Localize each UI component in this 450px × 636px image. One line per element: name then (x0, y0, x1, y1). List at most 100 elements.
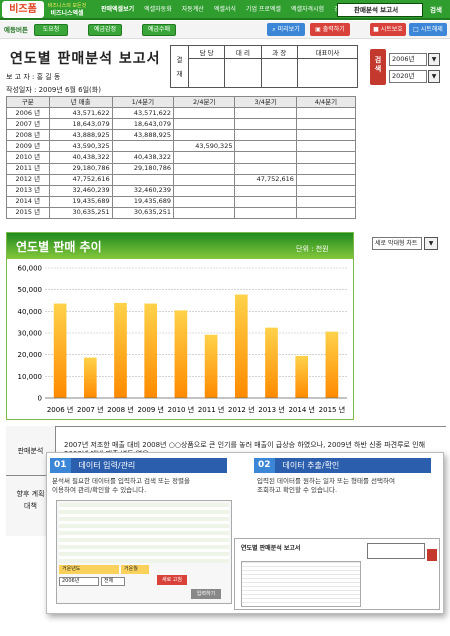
deposit-buy-button[interactable]: 예금수매 (142, 24, 176, 36)
top-search-button[interactable]: 검색 (430, 6, 442, 14)
year-cell[interactable]: 2012 년 (6, 173, 50, 186)
value-cell[interactable] (295, 151, 357, 164)
value-cell[interactable] (111, 140, 175, 153)
bar[interactable] (265, 327, 278, 398)
request-button[interactable]: 도요청 (34, 24, 68, 36)
value-cell[interactable] (234, 151, 297, 164)
value-cell[interactable]: 43,888,925 (111, 129, 175, 142)
value-cell[interactable] (234, 107, 297, 120)
approval-sign-deputy[interactable] (224, 58, 262, 88)
value-cell[interactable] (295, 173, 357, 186)
bar[interactable] (174, 310, 188, 398)
value-cell[interactable] (173, 184, 236, 197)
chart-type-select[interactable]: 세로 막대형 차트 (372, 237, 422, 250)
year-cell[interactable]: 2009 년 (6, 140, 50, 153)
year-cell[interactable]: 2014 년 (6, 195, 50, 208)
value-cell[interactable]: 32,460,239 (111, 184, 175, 197)
value-cell[interactable]: 19,435,689 (111, 195, 175, 208)
value-cell[interactable] (295, 206, 357, 220)
year-cell[interactable]: 2010 년 (6, 151, 50, 164)
value-cell[interactable]: 18,643,079 (48, 118, 113, 131)
value-cell[interactable]: 47,752,616 (234, 173, 297, 186)
value-cell[interactable] (234, 140, 297, 153)
value-cell[interactable] (173, 118, 236, 131)
year-cell[interactable]: 2008 년 (6, 129, 50, 142)
value-cell[interactable]: 30,635,251 (48, 206, 113, 220)
year-cell[interactable]: 2007 년 (6, 118, 50, 131)
bar[interactable] (53, 303, 67, 398)
value-cell[interactable]: 40,438,322 (111, 151, 175, 164)
year-from-select[interactable]: 2006년 (389, 53, 427, 66)
value-cell[interactable]: 43,590,325 (48, 140, 113, 153)
value-cell[interactable] (173, 195, 236, 208)
value-cell[interactable]: 43,571,622 (48, 107, 113, 120)
value-cell[interactable] (234, 206, 297, 220)
value-cell[interactable]: 32,460,239 (48, 184, 113, 197)
bar[interactable] (204, 334, 218, 398)
bar[interactable] (83, 357, 97, 398)
year-cell[interactable]: 2006 년 (6, 107, 50, 120)
value-cell[interactable] (234, 162, 297, 175)
thumb1-month-select[interactable]: 전체 (101, 577, 125, 586)
value-cell[interactable] (234, 118, 297, 131)
value-cell[interactable] (295, 107, 357, 120)
thumb1-input-button[interactable]: 입력하기 (191, 589, 221, 599)
menu-item-excel-auto[interactable]: 엑셀자동화 (144, 6, 172, 13)
year-cell[interactable]: 2013 년 (6, 184, 50, 197)
value-cell[interactable] (295, 118, 357, 131)
value-cell[interactable] (173, 129, 236, 142)
preview-button[interactable]: ⌕ 미리보기 (267, 23, 305, 36)
year-from-dropdown-icon[interactable]: ▼ (428, 53, 440, 66)
value-cell[interactable]: 18,643,079 (111, 118, 175, 131)
approval-sign-ceo[interactable] (296, 58, 359, 88)
value-cell[interactable] (111, 173, 175, 186)
value-cell[interactable] (173, 107, 236, 120)
year-to-dropdown-icon[interactable]: ▼ (428, 70, 440, 83)
year-to-select[interactable]: 2020년 (389, 70, 427, 83)
value-cell[interactable]: 30,635,251 (111, 206, 175, 220)
bar[interactable] (325, 331, 339, 398)
value-cell[interactable]: 47,752,616 (48, 173, 113, 186)
bar[interactable] (234, 294, 248, 398)
bar[interactable] (295, 355, 309, 398)
menu-item-pro-excel[interactable]: 기업 프로엑셀 (245, 6, 281, 13)
value-cell[interactable] (173, 151, 236, 164)
value-cell[interactable]: 29,180,786 (111, 162, 175, 175)
value-cell[interactable] (295, 195, 357, 208)
approval-sign-staff[interactable] (187, 58, 226, 88)
sheet-unprotect-button[interactable]: □ 시트해제 (409, 23, 447, 36)
value-cell[interactable]: 43,888,925 (48, 129, 113, 142)
menu-item-auto-calc[interactable]: 자동계산 (181, 6, 204, 13)
value-cell[interactable]: 29,180,786 (48, 162, 113, 175)
menu-item-excel-forms[interactable]: 엑셀서식 (213, 6, 236, 13)
bar[interactable] (144, 303, 158, 398)
menu-item-sales-excel[interactable]: 판매엑셀보기 (101, 6, 135, 13)
chart-type-dropdown-icon[interactable]: ▼ (424, 237, 438, 250)
business-excel-logo[interactable]: 비즈니스의 모든것 비즈니스엑셀 (46, 2, 88, 18)
value-cell[interactable]: 40,438,322 (48, 151, 113, 164)
thumb1-refresh-button[interactable]: 새로 고침 (157, 575, 187, 585)
value-cell[interactable] (295, 184, 357, 197)
value-cell[interactable]: 19,435,689 (48, 195, 113, 208)
menu-item-excel-cert[interactable]: 엑셀자격시험 (290, 6, 325, 13)
deposit-appraise-button[interactable]: 예금감정 (88, 24, 122, 36)
bizforms-logo[interactable]: 비즈폼 (2, 1, 44, 18)
value-cell[interactable] (173, 162, 236, 175)
print-button[interactable]: ▣ 출력하기 (310, 23, 350, 36)
value-cell[interactable] (295, 129, 357, 142)
value-cell[interactable]: 43,590,325 (173, 140, 236, 153)
value-cell[interactable] (173, 206, 236, 220)
value-cell[interactable] (234, 184, 297, 197)
report-select[interactable]: 판매분석 보고서 (337, 3, 423, 17)
approval-sign-manager[interactable] (260, 58, 298, 88)
year-cell[interactable]: 2011 년 (6, 162, 50, 175)
value-cell[interactable]: 43,571,622 (111, 107, 175, 120)
bar[interactable] (114, 302, 127, 398)
year-cell[interactable]: 2015 년 (6, 206, 50, 220)
value-cell[interactable] (295, 162, 357, 175)
value-cell[interactable] (234, 129, 297, 142)
value-cell[interactable] (173, 173, 236, 186)
value-cell[interactable] (234, 195, 297, 208)
thumb1-year-select[interactable]: 2006년 (59, 577, 99, 586)
value-cell[interactable] (295, 140, 357, 153)
